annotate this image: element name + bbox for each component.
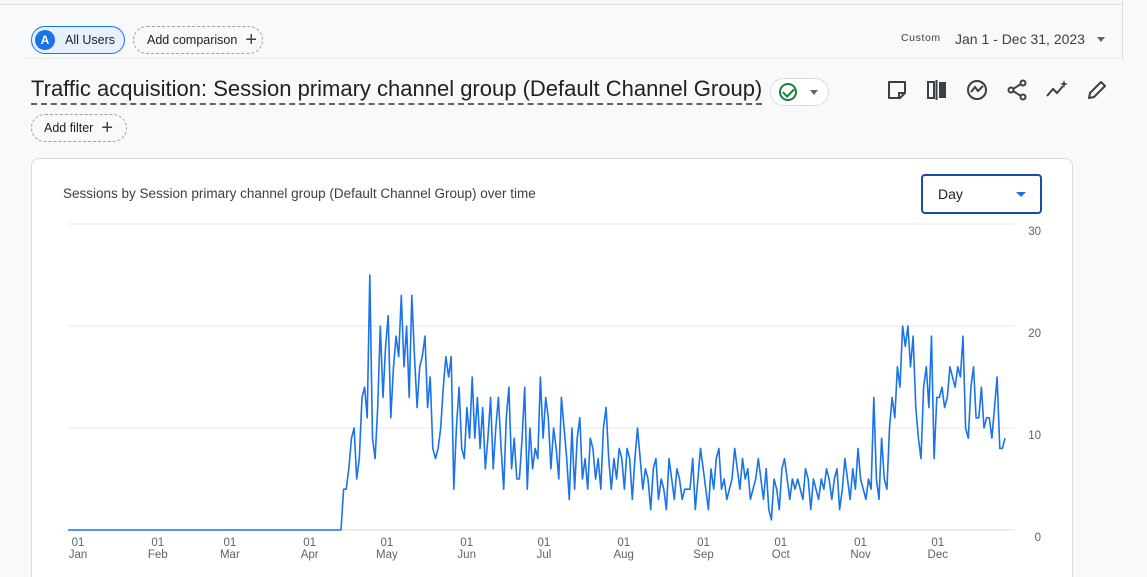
x-tick-day: 01 [223,537,236,549]
add-comparison-button[interactable]: Add comparison + [133,26,263,54]
header-divider [24,58,1123,59]
y-tick-label: 0 [1035,532,1041,544]
series-line [68,274,1006,531]
x-tick-day: 01 [303,537,316,549]
x-tick-day: 01 [931,537,944,549]
insights-icon[interactable] [965,78,989,102]
check-circle-icon [779,83,797,101]
granularity-value: Day [938,186,963,202]
report-status-button[interactable] [770,78,829,106]
date-range-picker[interactable]: Jan 1 - Dec 31, 2023 [955,31,1085,47]
x-tick-month: Mar [220,549,240,561]
chart-title: Sessions by Session primary channel grou… [63,186,536,201]
segment-label: All Users [65,33,116,47]
x-tick-month: Dec [928,549,949,561]
x-tick-month: May [376,549,398,561]
trend-sparkle-icon[interactable] [1045,78,1069,102]
add-comparison-label: Add comparison [147,33,238,47]
add-filter-label: Add filter [44,121,94,135]
x-tick-day: 01 [151,537,164,549]
top-divider [0,4,1123,5]
plus-icon: + [101,117,114,139]
x-tick-month: Oct [772,549,791,561]
x-tick-day: 01 [854,537,867,549]
compare-columns-icon[interactable] [925,78,949,102]
x-tick-month: Nov [850,549,871,561]
panel-edge [1122,0,1123,60]
segment-chip-all-users[interactable]: A All Users [31,26,125,54]
y-tick-label: 10 [1028,430,1041,442]
x-tick-day: 01 [460,537,473,549]
x-tick-month: Jul [537,549,552,561]
x-tick-day: 01 [381,537,394,549]
page-title[interactable]: Traffic acquisition: Session primary cha… [31,76,763,105]
date-dropdown-icon[interactable] [1097,37,1105,42]
share-icon[interactable] [1005,78,1029,102]
plus-icon: + [245,29,258,51]
x-tick-month: Sep [693,549,713,561]
date-custom-label: Custom [901,32,941,44]
note-icon[interactable] [885,78,909,102]
chevron-down-icon [810,90,818,95]
x-tick-day: 01 [538,537,551,549]
chart-card: Sessions by Session primary channel grou… [31,158,1073,577]
x-tick-month: Aug [613,549,633,561]
edit-pencil-icon[interactable] [1085,78,1109,102]
x-tick-month: Feb [148,549,168,561]
chevron-down-icon [1016,192,1026,197]
x-tick-month: Jun [457,549,476,561]
granularity-select[interactable]: Day [921,174,1042,214]
add-filter-button[interactable]: Add filter + [31,114,127,142]
x-tick-day: 01 [774,537,787,549]
x-tick-month: Apr [301,549,319,561]
x-tick-day: 01 [697,537,710,549]
x-tick-day: 01 [617,537,630,549]
y-tick-label: 20 [1028,328,1041,340]
y-tick-label: 30 [1028,226,1041,238]
x-tick-month: Jan [69,549,88,561]
x-tick-day: 01 [72,537,85,549]
segment-avatar-icon: A [35,30,55,50]
